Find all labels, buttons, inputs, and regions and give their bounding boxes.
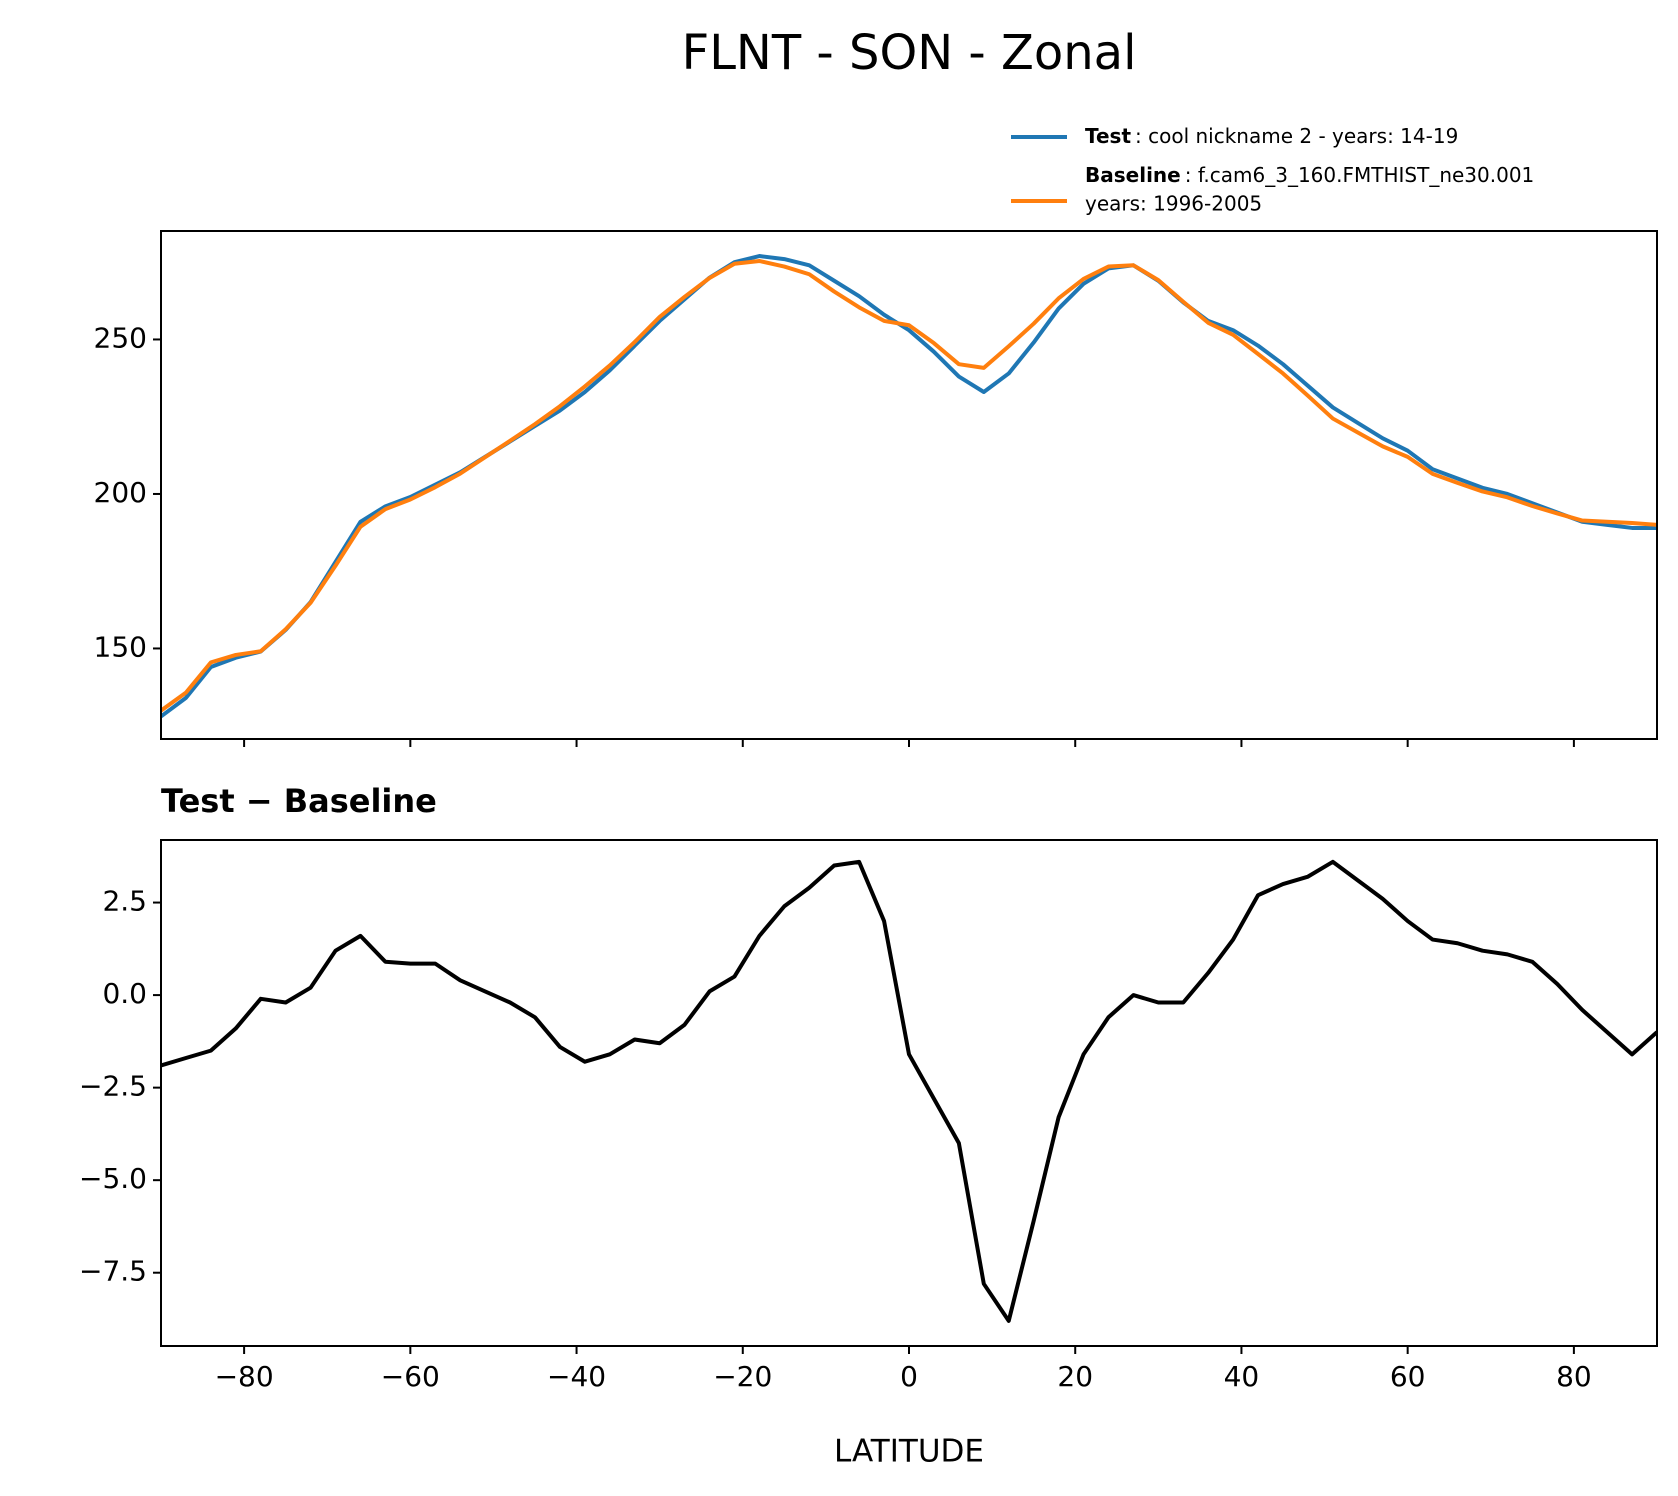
x-tick-label: −60 — [381, 1360, 440, 1393]
axes-frame — [160, 230, 1658, 740]
y-tick-label: 2.5 — [102, 885, 147, 918]
x-tick-label: 60 — [1390, 1360, 1426, 1393]
subplot-title: Test − Baseline — [161, 782, 437, 820]
legend-description: : f.cam6_3_160.FMTHIST_ne30.001 — [1185, 163, 1535, 187]
x-tick-label: −40 — [547, 1360, 606, 1393]
x-tick-label: 20 — [1057, 1360, 1093, 1393]
y-tick-label: −7.5 — [79, 1255, 147, 1288]
x-tick-label: 80 — [1556, 1360, 1592, 1393]
x-tick-label: −20 — [713, 1360, 772, 1393]
x-tick-label: 0 — [900, 1360, 918, 1393]
legend-description: : cool nickname 2 - years: 14-19 — [1135, 124, 1458, 148]
x-tick-label: −80 — [215, 1360, 274, 1393]
legend-label: Test: cool nickname 2 - years: 14-19 — [1085, 124, 1458, 148]
data-line — [161, 254, 1657, 719]
chart-title: FLNT - SON - Zonal — [682, 25, 1137, 81]
legend-description: years: 1996-2005 — [1085, 192, 1262, 216]
data-line — [161, 859, 1657, 1323]
axes-frame — [160, 839, 1658, 1347]
y-tick-label: −2.5 — [79, 1070, 147, 1103]
y-tick-label: −5.0 — [79, 1162, 147, 1195]
y-tick-label: 150 — [94, 630, 147, 663]
data-line — [161, 258, 1657, 713]
x-tick-label: 40 — [1224, 1360, 1260, 1393]
legend-name: Baseline — [1085, 163, 1181, 187]
x-axis-label: LATITUDE — [834, 1434, 984, 1470]
y-tick-label: 0.0 — [102, 977, 147, 1010]
y-tick-label: 200 — [94, 476, 147, 509]
legend-label: Baseline: f.cam6_3_160.FMTHIST_ne30.001 — [1085, 163, 1534, 187]
y-tick-label: 250 — [94, 321, 147, 354]
legend-name: Test — [1085, 124, 1131, 148]
